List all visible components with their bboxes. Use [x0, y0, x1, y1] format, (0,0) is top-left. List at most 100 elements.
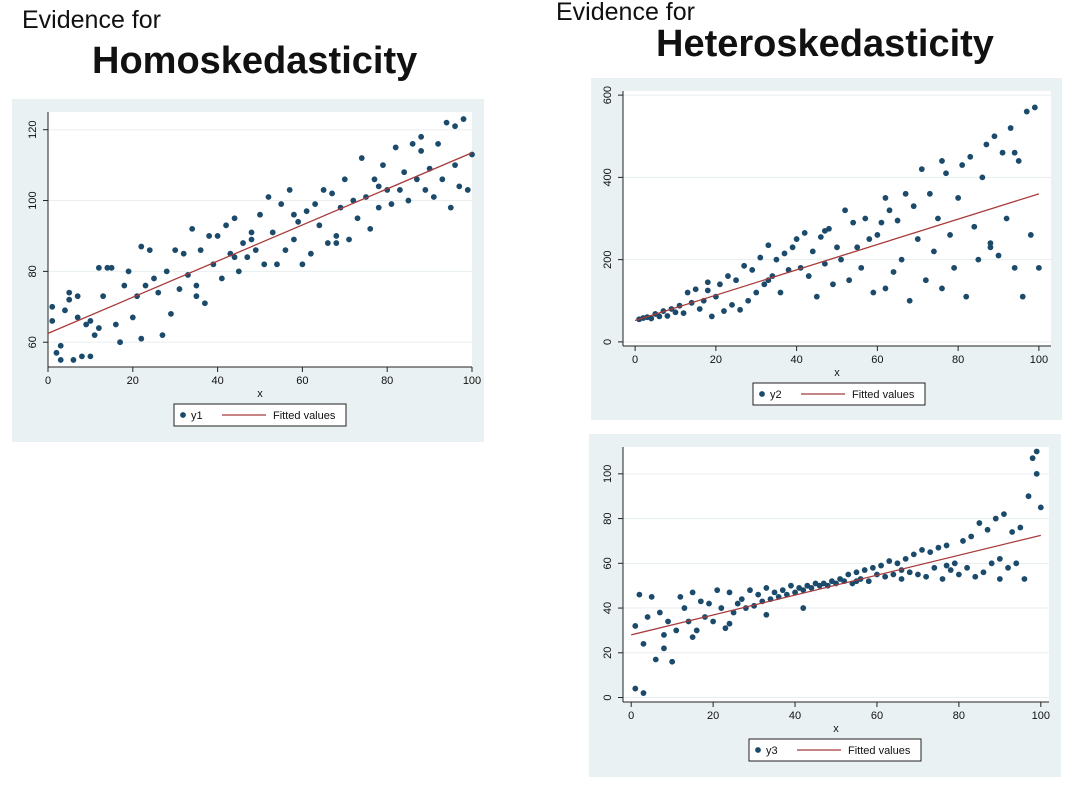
data-point: [813, 293, 820, 300]
data-point: [648, 593, 655, 600]
data-point: [704, 287, 711, 294]
data-point: [854, 244, 861, 251]
data-point: [692, 286, 699, 293]
data-point: [265, 194, 272, 200]
data-point: [49, 318, 56, 324]
data-point: [193, 282, 200, 289]
data-point: [661, 645, 667, 652]
data-point: [193, 293, 200, 300]
x-tick-label: 20: [127, 375, 139, 387]
data-point: [70, 357, 77, 363]
data-point: [861, 567, 868, 573]
data-point: [755, 591, 762, 598]
data-point: [886, 207, 893, 214]
data-point: [729, 301, 735, 308]
data-point: [738, 596, 745, 603]
data-point: [987, 240, 994, 247]
data-point: [984, 526, 991, 533]
x-tick-label: 40: [790, 354, 802, 366]
data-point: [648, 315, 655, 322]
data-point: [83, 321, 90, 328]
data-point: [108, 264, 115, 271]
data-point: [278, 201, 285, 207]
data-point: [295, 218, 302, 225]
fitted-line: [47, 152, 473, 334]
data-point: [992, 515, 999, 522]
data-point: [943, 170, 949, 177]
data-point: [206, 233, 213, 239]
data-point: [439, 176, 446, 183]
data-point: [987, 244, 994, 251]
y-tick-label: 60: [27, 336, 39, 348]
data-point: [935, 215, 941, 222]
data-point: [66, 289, 73, 296]
data-point: [983, 141, 990, 148]
data-point: [354, 215, 361, 222]
data-point: [125, 268, 132, 275]
legend-label-fitted: Fitted values: [852, 389, 915, 401]
data-point: [269, 229, 276, 236]
data-point: [665, 618, 671, 625]
data-point: [341, 176, 348, 183]
data-point: [664, 313, 671, 319]
data-point: [894, 560, 901, 567]
data-point: [1013, 560, 1020, 567]
data-point: [999, 149, 1006, 156]
data-point: [316, 222, 323, 229]
data-point: [640, 690, 647, 696]
data-point: [644, 614, 651, 620]
data-point: [320, 187, 327, 193]
data-point: [380, 162, 386, 169]
data-point: [821, 260, 828, 267]
data-point: [730, 609, 737, 616]
data-point: [788, 582, 794, 589]
data-point: [717, 281, 723, 288]
data-point: [866, 236, 873, 242]
data-point: [240, 240, 246, 246]
data-point: [919, 546, 925, 553]
data-point: [886, 558, 893, 564]
legend-label-series: y3: [766, 745, 778, 757]
data-point: [669, 658, 676, 665]
y-tick-label: 600: [602, 86, 614, 104]
data-point: [1035, 264, 1042, 271]
x-tick-label: 20: [710, 354, 722, 366]
y-tick-label: 120: [27, 121, 39, 139]
data-point: [333, 233, 340, 239]
data-point: [714, 587, 721, 594]
x-tick-label: 100: [1032, 710, 1050, 722]
data-point: [923, 573, 930, 580]
data-point: [850, 219, 857, 226]
data-point: [231, 254, 238, 261]
fitted-line: [631, 534, 1041, 636]
data-point: [435, 140, 441, 147]
data-point: [235, 268, 242, 275]
data-point: [95, 264, 102, 271]
data-point: [62, 307, 68, 314]
data-point: [963, 293, 970, 300]
data-point: [902, 555, 909, 562]
data-point: [1019, 293, 1026, 300]
data-point: [980, 569, 987, 576]
left-heading-small: Evidence for: [22, 6, 161, 34]
data-point: [696, 306, 703, 312]
right-heading-large: Heteroskedasticity: [656, 23, 994, 65]
data-point: [991, 133, 998, 140]
data-point: [112, 321, 119, 328]
data-point: [197, 247, 204, 254]
data-point: [673, 627, 680, 634]
data-point: [689, 589, 696, 596]
data-point: [721, 308, 727, 314]
data-point: [763, 611, 770, 618]
data-point: [830, 281, 836, 288]
legend-marker: [759, 391, 765, 397]
data-point: [761, 281, 768, 288]
data-point: [939, 285, 945, 292]
data-point: [943, 542, 950, 549]
data-point: [252, 247, 259, 254]
data-point: [104, 264, 111, 271]
data-point: [706, 600, 712, 607]
data-point: [91, 332, 98, 339]
data-point: [926, 190, 933, 197]
data-point: [898, 576, 905, 582]
